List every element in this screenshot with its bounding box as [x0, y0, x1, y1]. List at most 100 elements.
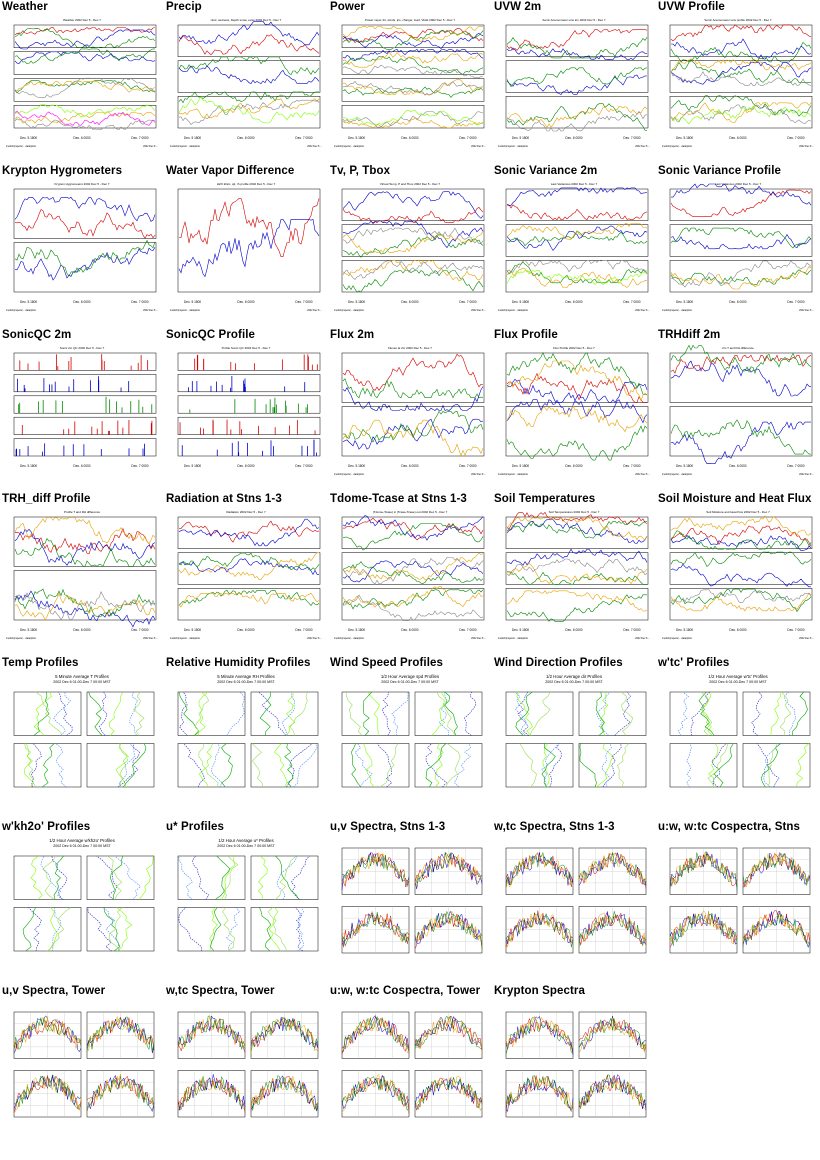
plot-thumbnail-image: Weather 2002 Dec 5 - Dec 7 Dec. 5 1800 Dec… [4, 16, 160, 149]
axis-tick-label: Dec. 5 1800 [676, 464, 693, 468]
plot-series-line [506, 267, 648, 288]
profile-panel-frame [341, 743, 410, 788]
plot-panel-frame [341, 516, 485, 549]
plot-series-line [14, 77, 156, 98]
plot-series-line [670, 354, 812, 374]
thumbnail-title: Soil Temperatures [494, 493, 596, 505]
profile-chart-subtitle: 2002 Dec 6 01:00-Dec 7 00:00 MST [217, 680, 275, 684]
plot-footer-right: 2002 Dec 8 ... [635, 637, 650, 640]
plot-series-line [506, 520, 647, 539]
plot-thumbnail-link[interactable]: Tdome-Tcase at Stns 1-3 (Tdome-Tcase) in … [328, 492, 492, 656]
spectra-line [669, 852, 738, 884]
plot-series-line [670, 551, 812, 567]
plot-thumbnail-link[interactable]: w'tc' Profiles 1/2 Hour Average w'tc' Pro… [656, 656, 820, 820]
plot-thumbnail-link[interactable]: u:w, w:tc Cospectra, Stns [656, 820, 820, 984]
plot-series-line [506, 548, 648, 566]
plot-series-line [670, 24, 812, 42]
plot-thumbnail-link[interactable]: u,v Spectra, Stns 1-3 [328, 820, 492, 984]
plot-panel-frame [341, 352, 485, 403]
plot-thumbnail-link[interactable]: UVW Profile Sonic Anemometer uvw profile … [656, 0, 820, 164]
plot-chart-title: Profile Sonic QC 2002 Dec 5 - Dec 7 [222, 346, 271, 350]
plot-thumbnail-link[interactable]: Power Power vspw, ibt, winds, ips, charge… [328, 0, 492, 164]
plot-thumbnail-link[interactable]: SonicQC Profile Profile Sonic QC 2002 Dec… [164, 328, 328, 492]
spectra-line [86, 1016, 155, 1052]
plot-series-line [506, 74, 648, 95]
plot-thumbnail-link[interactable]: Krypton Hygrometers Krypton Hygrometers 2… [0, 164, 164, 328]
plot-thumbnail-link[interactable]: Flux 2m Fluxes at 2m 2002 Dec 5 - Dec 7 De… [328, 328, 492, 492]
profile-line [285, 691, 296, 736]
plot-thumbnail-link[interactable]: w,tc Spectra, Tower [164, 984, 328, 1148]
plot-thumbnail-image: 2m T and RH difference Dec. 5 1800 Dec. 6 … [660, 344, 816, 477]
profile-line [178, 856, 193, 900]
plot-thumbnail-link[interactable]: Precip rainr, wetness, Depth snow, evap 2… [164, 0, 328, 164]
plot-thumbnail-link[interactable]: Radiation at Stns 1-3 Radiation 2002 Dec … [164, 492, 328, 656]
profile-chart-title: 5 Minute Average RH Profiles [217, 674, 275, 679]
plot-thumbnail-link[interactable]: Water Vapor Difference H2O kh2o, q2, rh p… [164, 164, 328, 328]
plot-thumbnail-link[interactable]: Weather Weather 2002 Dec 5 - Dec 7 Dec. 5 … [0, 0, 164, 164]
plot-thumbnail-link[interactable]: Soil Temperatures Soil Temperatures 2002 … [492, 492, 656, 656]
axis-tick-label: Dec. 7 0000 [623, 300, 640, 304]
profile-line [119, 743, 128, 788]
plot-panel-frame [669, 60, 813, 93]
plot-series-line [342, 515, 484, 541]
profile-line [222, 855, 239, 900]
plot-thumbnail-link[interactable]: SonicQC 2m Sonic 2m QC 2002 Dec 5 - Dec 7… [0, 328, 164, 492]
axis-tick-label: Dec. 7 0000 [459, 300, 476, 304]
plot-thumbnail-link[interactable]: Sonic Variance Profile Last Variances 200… [656, 164, 820, 328]
axis-tick-label: Dec. 7 0000 [459, 628, 476, 632]
plot-thumbnail-link[interactable]: Krypton Spectra [492, 984, 656, 1148]
spectra-line [578, 1016, 647, 1051]
plot-thumbnail-image: Sonic 2m QC 2002 Dec 5 - Dec 7 Dec. 5 180… [4, 344, 160, 477]
plot-thumbnail-link[interactable]: Wind Speed Profiles 1/2 Hour Average spd … [328, 656, 492, 820]
plot-series-line [506, 360, 648, 402]
plot-series-line [14, 28, 156, 48]
plot-series-line [506, 517, 648, 541]
plot-thumbnail-image [4, 1000, 160, 1133]
profile-line [579, 743, 597, 788]
plot-footer-left: /net/isf/projects/... data/plots [6, 309, 37, 312]
plot-thumbnail-link[interactable]: Temp Profiles 5 Minute Average T Profiles… [0, 656, 164, 820]
thumbnail-title: Tv, P, Tbox [330, 165, 391, 177]
plot-thumbnail-link[interactable]: u* Profiles 1/2 Hour Average u* Profiles 2… [164, 820, 328, 984]
axis-tick-label: Dec. 6 0000 [237, 300, 254, 304]
plot-thumbnail-link[interactable]: u:w, w:tc Cospectra, Tower [328, 984, 492, 1148]
profile-line [55, 743, 67, 788]
profile-line [363, 743, 375, 788]
plot-panel-frame [177, 416, 321, 435]
plot-thumbnail-link[interactable]: Soil Moisture and Heat Flux Soil Moisture… [656, 492, 820, 656]
profile-line [549, 743, 562, 788]
plot-thumbnail-link[interactable]: Wind Direction Profiles 1/2 Hour Average … [492, 656, 656, 820]
plot-thumbnail-link[interactable]: u,v Spectra, Tower [0, 984, 164, 1148]
profile-line [600, 691, 609, 736]
plot-footer-left: /net/isf/projects/... data/plots [170, 637, 201, 640]
plot-thumbnail-link[interactable]: TRH_diff Profile Profile T and RH differe… [0, 492, 164, 656]
profile-line [519, 743, 537, 788]
thumbnail-title: TRH_diff Profile [2, 493, 91, 505]
plot-footer-left: /net/isf/projects/... data/plots [6, 145, 37, 148]
plot-thumbnail-link[interactable]: w,tc Spectra, Stns 1-3 [492, 820, 656, 984]
plot-thumbnail-link[interactable]: Sonic Variance 2m Last Variances 2002 Dec… [492, 164, 656, 328]
plot-panel-frame [669, 24, 813, 57]
plot-series-line [178, 552, 320, 571]
plot-footer-left: /net/isf/projects/... data/plots [498, 637, 529, 640]
profile-line [367, 691, 380, 736]
profile-line [438, 691, 450, 736]
spectra-line [578, 1075, 647, 1111]
spectra-line [505, 851, 574, 888]
plot-thumbnail-link[interactable]: Tv, P, Tbox Virtual Temp, P and Tbox 2002… [328, 164, 492, 328]
profile-chart-subtitle: 2002 Dec 6 01:00-Dec 7 00:00 MST [53, 680, 111, 684]
profile-line [779, 691, 792, 736]
profile-chart-title: 1/2 Hour Average u* Profiles [218, 838, 274, 843]
plot-thumbnail-link[interactable]: w'kh2o' Profiles 1/2 Hour Average w'kh2o'… [0, 820, 164, 984]
plot-thumbnail-link[interactable]: Flux Profile Flux Profile 2002 Dec 5 - De… [492, 328, 656, 492]
plot-thumbnail-link[interactable]: TRHdiff 2m 2m T and RH difference Dec. 5 1… [656, 328, 820, 492]
plot-thumbnail-link[interactable]: Relative Humidity Profiles 5 Minute Avera… [164, 656, 328, 820]
plot-thumbnail-link[interactable]: UVW 2m Sonic Anemometer uvw 2m 2002 Dec 5… [492, 0, 656, 164]
plot-panel-frame [177, 552, 321, 585]
thumbnail-title: UVW Profile [658, 1, 725, 13]
profile-line [514, 691, 527, 736]
axis-tick-label: Dec. 6 0000 [237, 628, 254, 632]
plot-panel-frame [341, 188, 485, 221]
plot-footer-right: 2002 Dec 8 ... [635, 145, 650, 148]
